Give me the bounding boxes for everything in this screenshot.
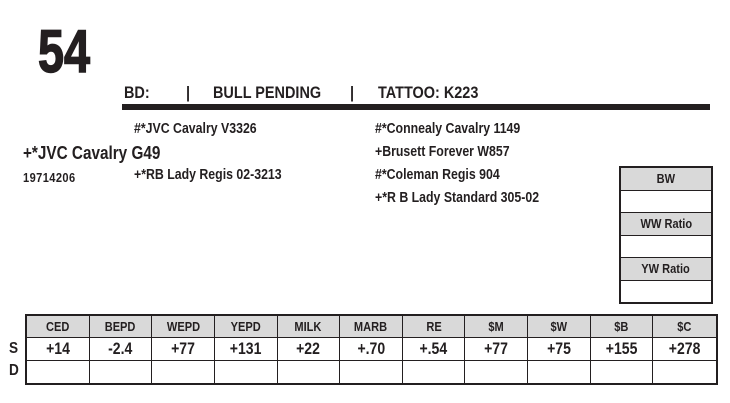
header-rule (122, 104, 710, 110)
epd-table: CED BEPD WEPD YEPD MILK MARB RE $M $W $B… (25, 314, 718, 385)
epd-value-empty (340, 361, 403, 383)
separator-bar: | (186, 83, 191, 102)
pedigree-grandsire: #*Connealy Cavalry 1149 (375, 121, 521, 137)
bd-label: BD: (124, 83, 150, 102)
epd-value: +75 (528, 338, 591, 360)
epd-col-header: CED (27, 316, 90, 337)
header-line: BD: | BULL PENDING | TATTOO: K223 (0, 83, 730, 103)
pedigree-sire-of-sire: #*JVC Cavalry V3326 (134, 121, 257, 137)
ratio-header-bw: BW (621, 168, 711, 191)
epd-value-empty (27, 361, 90, 383)
epd-col-header: $B (591, 316, 654, 337)
epd-value-empty (152, 361, 215, 383)
ratio-header-yw: YW Ratio (621, 258, 711, 281)
pedigree-damsire: #*Coleman Regis 904 (375, 167, 500, 183)
ratio-header-ww: WW Ratio (621, 213, 711, 236)
epd-value: +155 (591, 338, 654, 360)
ratio-value-ww (621, 236, 711, 258)
epd-header-row: CED BEPD WEPD YEPD MILK MARB RE $M $W $B… (27, 316, 716, 338)
epd-value: +14 (27, 338, 90, 360)
epd-col-header: MILK (278, 316, 341, 337)
epd-col-header: $W (528, 316, 591, 337)
ratio-value-yw (621, 281, 711, 303)
epd-value: -2.4 (90, 338, 153, 360)
epd-value-empty (278, 361, 341, 383)
epd-value-empty (215, 361, 278, 383)
epd-value: +.54 (403, 338, 466, 360)
sire-row-label: S (9, 340, 19, 357)
epd-value: +77 (465, 338, 529, 360)
epd-col-header: RE (403, 316, 466, 337)
epd-col-header: WEPD (152, 316, 215, 337)
lot-number: 54 (37, 18, 91, 85)
pedigree-damdam: +*R B Lady Standard 305-02 (375, 190, 540, 206)
epd-col-header: $M (465, 316, 529, 337)
status-text: BULL PENDING (213, 83, 322, 102)
epd-col-header: BEPD (90, 316, 153, 337)
epd-col-header: YEPD (215, 316, 278, 337)
separator-bar: | (350, 83, 355, 102)
ratio-value-bw (621, 191, 711, 213)
dam-row-label: D (9, 362, 19, 379)
epd-value-empty (653, 361, 716, 383)
pedigree-dam: +*RB Lady Regis 02-3213 (134, 167, 282, 183)
epd-value-empty (528, 361, 591, 383)
epd-value-empty (90, 361, 153, 383)
epd-value-empty (403, 361, 466, 383)
epd-dam-row (27, 361, 716, 383)
epd-value-empty (591, 361, 654, 383)
epd-value: +278 (668, 339, 701, 358)
animal-name: +*JVC Cavalry G49 (23, 143, 161, 163)
epd-value: +77 (152, 338, 215, 360)
registration-number: 19714206 (23, 170, 76, 185)
epd-col-header: MARB (340, 316, 403, 337)
epd-value: +.70 (340, 338, 403, 360)
ratio-box: BW WW Ratio YW Ratio (619, 166, 713, 304)
epd-col-header: $C (677, 319, 692, 334)
epd-sire-row: +14 -2.4 +77 +131 +22 +.70 +.54 +77 +75 … (27, 338, 716, 361)
pedigree-granddam: +Brusett Forever W857 (375, 144, 510, 160)
epd-value: +22 (278, 338, 341, 360)
tattoo-text: TATTOO: K223 (378, 83, 479, 102)
epd-value-empty (465, 361, 529, 383)
epd-value: +131 (215, 338, 278, 360)
